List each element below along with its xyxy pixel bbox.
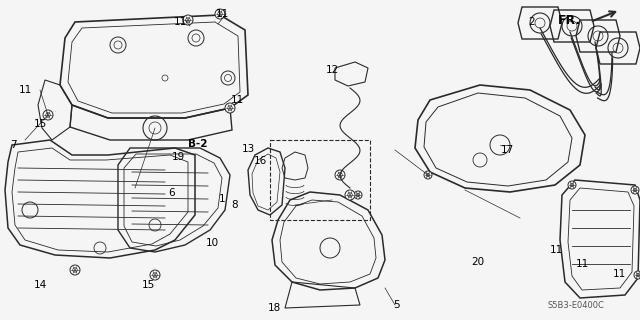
Bar [270,140,370,220]
Text: 2: 2 [529,17,535,27]
Text: 10: 10 [205,238,219,248]
Circle shape [424,171,432,179]
Text: 15: 15 [141,280,155,290]
Circle shape [634,271,640,279]
Circle shape [568,181,576,189]
Text: 8: 8 [232,200,238,210]
Text: 20: 20 [472,257,484,267]
Circle shape [150,270,160,280]
Text: 11: 11 [575,259,589,269]
Text: 19: 19 [172,152,184,162]
Text: S5B3-E0400C: S5B3-E0400C [548,300,605,309]
Text: B-2: B-2 [188,139,208,149]
Circle shape [70,265,80,275]
Circle shape [335,170,345,180]
Text: 17: 17 [500,145,514,155]
Circle shape [225,103,235,113]
Text: 11: 11 [612,269,626,279]
Text: 11: 11 [230,95,244,105]
Text: 14: 14 [33,280,47,290]
Text: FR.: FR. [558,13,581,27]
Text: 11: 11 [19,85,31,95]
Text: 6: 6 [169,188,175,198]
Text: 11: 11 [216,9,228,19]
Text: 13: 13 [241,144,255,154]
Text: 7: 7 [10,140,16,150]
Text: 15: 15 [33,119,47,129]
Text: 5: 5 [393,300,399,310]
Circle shape [345,190,355,200]
Circle shape [215,9,225,19]
Text: 12: 12 [325,65,339,75]
Circle shape [183,15,193,25]
Circle shape [43,110,53,120]
Circle shape [631,186,639,194]
Text: 16: 16 [253,156,267,166]
Text: 1: 1 [219,194,225,204]
Text: 11: 11 [173,17,187,27]
Circle shape [354,191,362,199]
Text: 11: 11 [549,245,563,255]
Text: 18: 18 [268,303,280,313]
